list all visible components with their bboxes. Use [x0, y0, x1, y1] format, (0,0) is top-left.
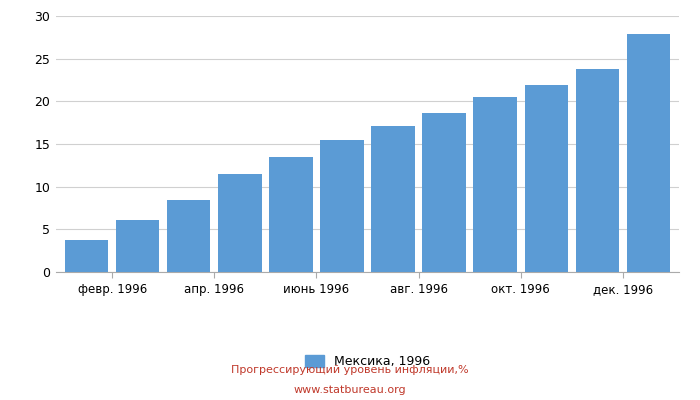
Bar: [524, 85, 568, 272]
Bar: [167, 200, 211, 272]
Bar: [371, 126, 414, 272]
Bar: [575, 69, 619, 272]
Bar: [270, 157, 313, 272]
Bar: [218, 174, 262, 272]
Bar: [65, 240, 108, 272]
Bar: [422, 113, 466, 272]
Bar: [116, 220, 160, 272]
Bar: [473, 97, 517, 272]
Legend: Мексика, 1996: Мексика, 1996: [300, 350, 435, 373]
Text: www.statbureau.org: www.statbureau.org: [294, 385, 406, 395]
Bar: [626, 34, 670, 272]
Text: Прогрессирующий уровень инфляции,%: Прогрессирующий уровень инфляции,%: [231, 365, 469, 375]
Bar: [321, 140, 364, 272]
